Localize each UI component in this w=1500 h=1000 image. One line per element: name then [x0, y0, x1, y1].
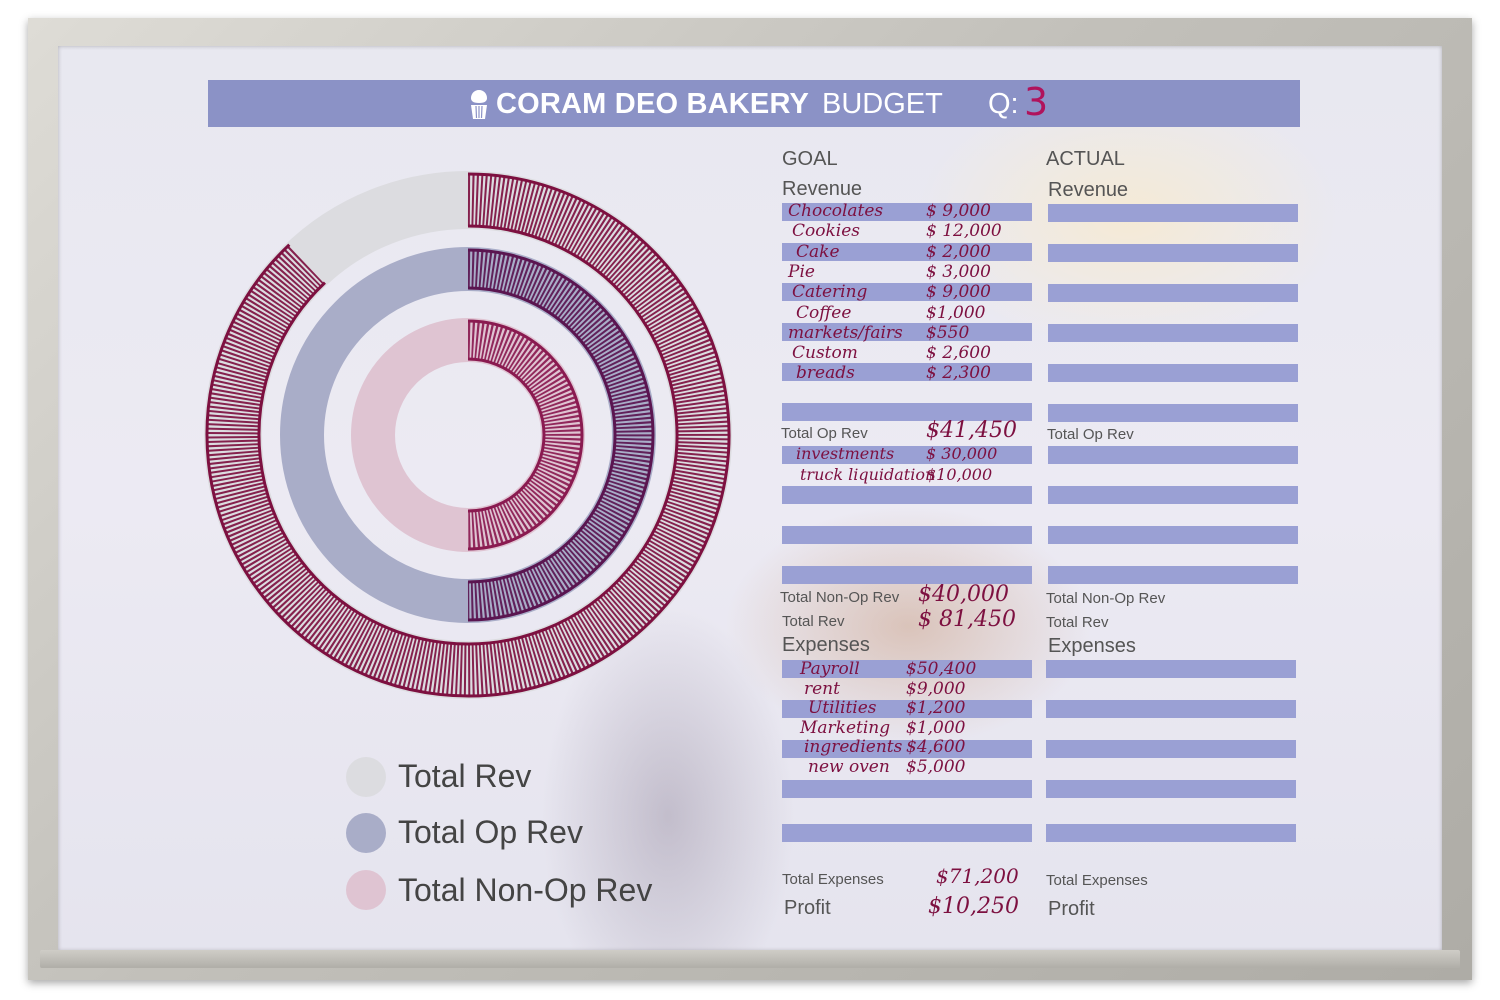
- revenue-item-amount: $ 9,000: [926, 282, 991, 303]
- goal-total-op-rev-value: $41,450: [926, 418, 1017, 443]
- goal-total-op-rev-label: Total Op Rev: [781, 425, 868, 442]
- revenue-item-name: Cake: [796, 241, 840, 262]
- revenue-item-name: Cookies: [792, 221, 860, 242]
- legend-swatch-total-rev: [346, 757, 386, 797]
- revenue-item-amount: $ 3,000: [926, 261, 991, 282]
- revenue-item-amount: $ 2,300: [926, 363, 991, 384]
- actual-total-rev-label: Total Rev: [1046, 614, 1109, 631]
- donut-ring-value-arc: [467, 321, 582, 549]
- legend-label-total-op-rev: Total Op Rev: [398, 814, 583, 850]
- actual-total-expenses-label: Total Expenses: [1046, 872, 1148, 889]
- revenue-item-name: breads: [796, 363, 855, 384]
- expense-item-amount: $50,400: [906, 659, 977, 679]
- donut-ring-background: [351, 318, 585, 552]
- revenue-item-name: Catering: [792, 282, 868, 303]
- revenue-item-amount: $550: [926, 322, 970, 343]
- expense-item-name: new oven: [808, 756, 890, 777]
- goal-non-op-table: [782, 446, 1032, 586]
- goal-expenses-label: Expenses: [782, 634, 870, 656]
- non-op-item-amount: $10,000: [926, 465, 993, 484]
- donut-ring-value-arc: [207, 174, 729, 696]
- revenue-item-amount: $ 12,000: [926, 221, 1002, 242]
- goal-total-expenses-value: $71,200: [936, 864, 1019, 888]
- expense-item-amount: $1,000: [906, 717, 966, 738]
- goal-revenue-table: [782, 203, 1032, 425]
- actual-revenue-label: Revenue: [1048, 179, 1129, 201]
- revenue-item-name: Coffee: [796, 302, 852, 323]
- goal-profit-value: $10,250: [928, 894, 1019, 919]
- actual-expenses-label: Expenses: [1048, 635, 1136, 657]
- legend-swatch-total-op-rev: [346, 813, 386, 853]
- brand-name: CORAM DEO BAKERY: [496, 88, 810, 120]
- legend-label-total-rev: Total Rev: [398, 758, 532, 794]
- expense-item-name: Payroll: [800, 659, 860, 679]
- revenue-item-amount: $1,000: [926, 302, 986, 323]
- non-op-item-amount: $ 30,000: [926, 444, 998, 463]
- revenue-item-name: Custom: [792, 343, 858, 364]
- actual-total-non-op-rev-label: Total Non-Op Rev: [1046, 590, 1166, 607]
- expense-item-name: rent: [804, 678, 840, 699]
- donut-ring-arc-edge: [467, 286, 617, 584]
- expense-item-amount: $5,000: [906, 756, 966, 777]
- legend-swatch-total-non-op-rev: [346, 870, 386, 910]
- quarter-label: Q:: [988, 88, 1019, 120]
- donut-ring-arc-edge: [467, 319, 584, 551]
- donut-ring-arc-edge: [467, 357, 546, 513]
- goal-total-non-op-rev-value: $40,000: [918, 582, 1009, 607]
- actual-heading: ACTUAL: [1046, 148, 1125, 170]
- revenue-item-name: Chocolates: [788, 201, 884, 221]
- donut-ring-arc-edge: [205, 172, 731, 698]
- revenue-item-name: markets/fairs: [788, 322, 903, 343]
- non-op-item-name: truck liquidation: [800, 465, 936, 484]
- actual-total-op-rev-label: Total Op Rev: [1047, 426, 1134, 443]
- cupcake-icon: [471, 90, 487, 119]
- page-title: BUDGET: [822, 88, 943, 120]
- actual-non-op-table: [1048, 446, 1298, 586]
- donut-ring-value-arc: [467, 250, 653, 620]
- expense-item-name: Utilities: [808, 698, 877, 718]
- donut-ring-arc-edge: [467, 248, 655, 622]
- goal-profit-label: Profit: [784, 897, 831, 919]
- revenue-item-name: Pie: [788, 261, 815, 282]
- donut-chart: [204, 171, 732, 699]
- donut-ring-arc-edge: [257, 224, 679, 646]
- goal-heading: GOAL: [782, 148, 838, 170]
- revenue-item-amount: $ 2,000: [926, 241, 991, 262]
- marker-tray: [40, 950, 1460, 968]
- expense-item-name: ingredients: [804, 737, 903, 757]
- actual-revenue-table: [1048, 204, 1298, 426]
- non-op-item-name: investments: [796, 444, 895, 463]
- goal-total-expenses-label: Total Expenses: [782, 871, 884, 888]
- expense-item-amount: $4,600: [906, 737, 966, 757]
- quarter-value: 3: [1024, 80, 1049, 124]
- goal-revenue-label: Revenue: [782, 178, 863, 200]
- legend-label-total-non-op-rev: Total Non-Op Rev: [398, 872, 653, 908]
- expense-item-amount: $1,200: [906, 698, 966, 718]
- revenue-item-amount: $ 2,600: [926, 343, 991, 364]
- goal-expenses-table: [782, 660, 1032, 865]
- expense-item-amount: $9,000: [906, 678, 966, 699]
- goal-total-non-op-rev-label: Total Non-Op Rev: [780, 589, 900, 606]
- expense-item-name: Marketing: [800, 717, 891, 738]
- goal-total-rev-label: Total Rev: [782, 613, 845, 630]
- actual-expenses-table: [1046, 660, 1296, 865]
- revenue-item-amount: $ 9,000: [926, 201, 991, 221]
- header-bar: [208, 80, 1300, 127]
- goal-total-rev-value: $ 81,450: [918, 607, 1016, 632]
- actual-profit-label: Profit: [1048, 898, 1095, 920]
